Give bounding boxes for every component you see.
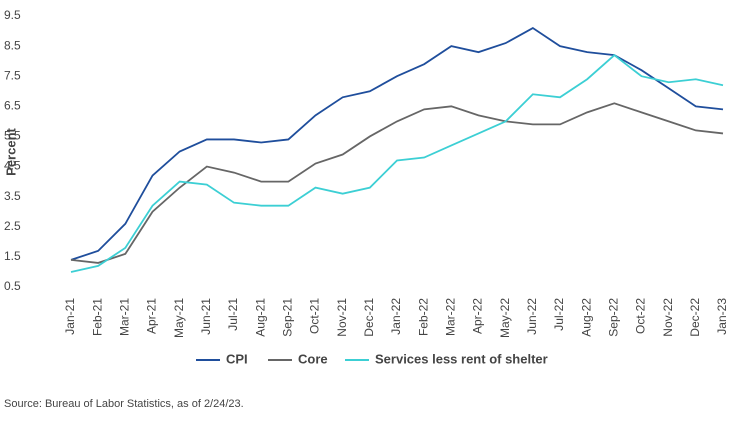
x-tick-label: Sep-21 <box>281 298 295 337</box>
y-tick-label: 0.5 <box>4 279 21 293</box>
x-tick-label: Jun-21 <box>199 298 213 335</box>
x-tick-label: Jan-21 <box>63 298 77 335</box>
legend-label: Services less rent of shelter <box>375 351 548 366</box>
legend-label: CPI <box>226 351 248 366</box>
x-tick-label: Oct-22 <box>634 298 648 334</box>
source-note: Source: Bureau of Labor Statistics, as o… <box>4 398 244 410</box>
series-line <box>70 53 724 273</box>
y-tick-label: 9.5 <box>4 8 21 22</box>
legend-label: Core <box>298 351 328 366</box>
y-tick-label: 8.5 <box>4 38 21 52</box>
x-tick-label: Nov-21 <box>335 298 349 337</box>
x-tick-label: May-22 <box>498 298 512 338</box>
x-tick-label: Dec-21 <box>362 298 376 337</box>
series-line <box>70 102 724 264</box>
x-tick-label: Jan-23 <box>715 298 729 335</box>
x-tick-label: Aug-22 <box>579 298 593 337</box>
y-axis-label: Percent <box>3 127 18 175</box>
x-tick-label: Oct-21 <box>308 298 322 334</box>
x-tick-label: May-21 <box>172 298 186 338</box>
x-tick-label: Nov-22 <box>661 298 675 337</box>
x-tick-label: Jul-21 <box>226 298 240 331</box>
x-tick-label: Mar-21 <box>118 298 132 336</box>
x-tick-label: Jul-22 <box>552 298 566 331</box>
y-tick-label: 5.5 <box>4 129 21 143</box>
x-tick-label: Jan-22 <box>389 298 403 335</box>
y-tick-label: 2.5 <box>4 219 21 233</box>
y-tick-label: 7.5 <box>4 68 21 82</box>
x-tick-label: Apr-22 <box>471 298 485 334</box>
x-tick-label: Mar-22 <box>444 298 458 336</box>
y-tick-label: 6.5 <box>4 99 21 113</box>
x-tick-label: Feb-22 <box>416 298 430 336</box>
x-tick-label: Sep-22 <box>607 298 621 337</box>
x-tick-label: Aug-21 <box>253 298 267 337</box>
y-tick-label: 3.5 <box>4 189 21 203</box>
x-tick-label: Feb-21 <box>90 298 104 336</box>
x-tick-label: Dec-22 <box>688 298 702 337</box>
y-tick-label: 4.5 <box>4 159 21 173</box>
y-tick-label: 1.5 <box>4 249 21 263</box>
x-tick-label: Jun-22 <box>525 298 539 335</box>
x-tick-label: Apr-21 <box>145 298 159 334</box>
